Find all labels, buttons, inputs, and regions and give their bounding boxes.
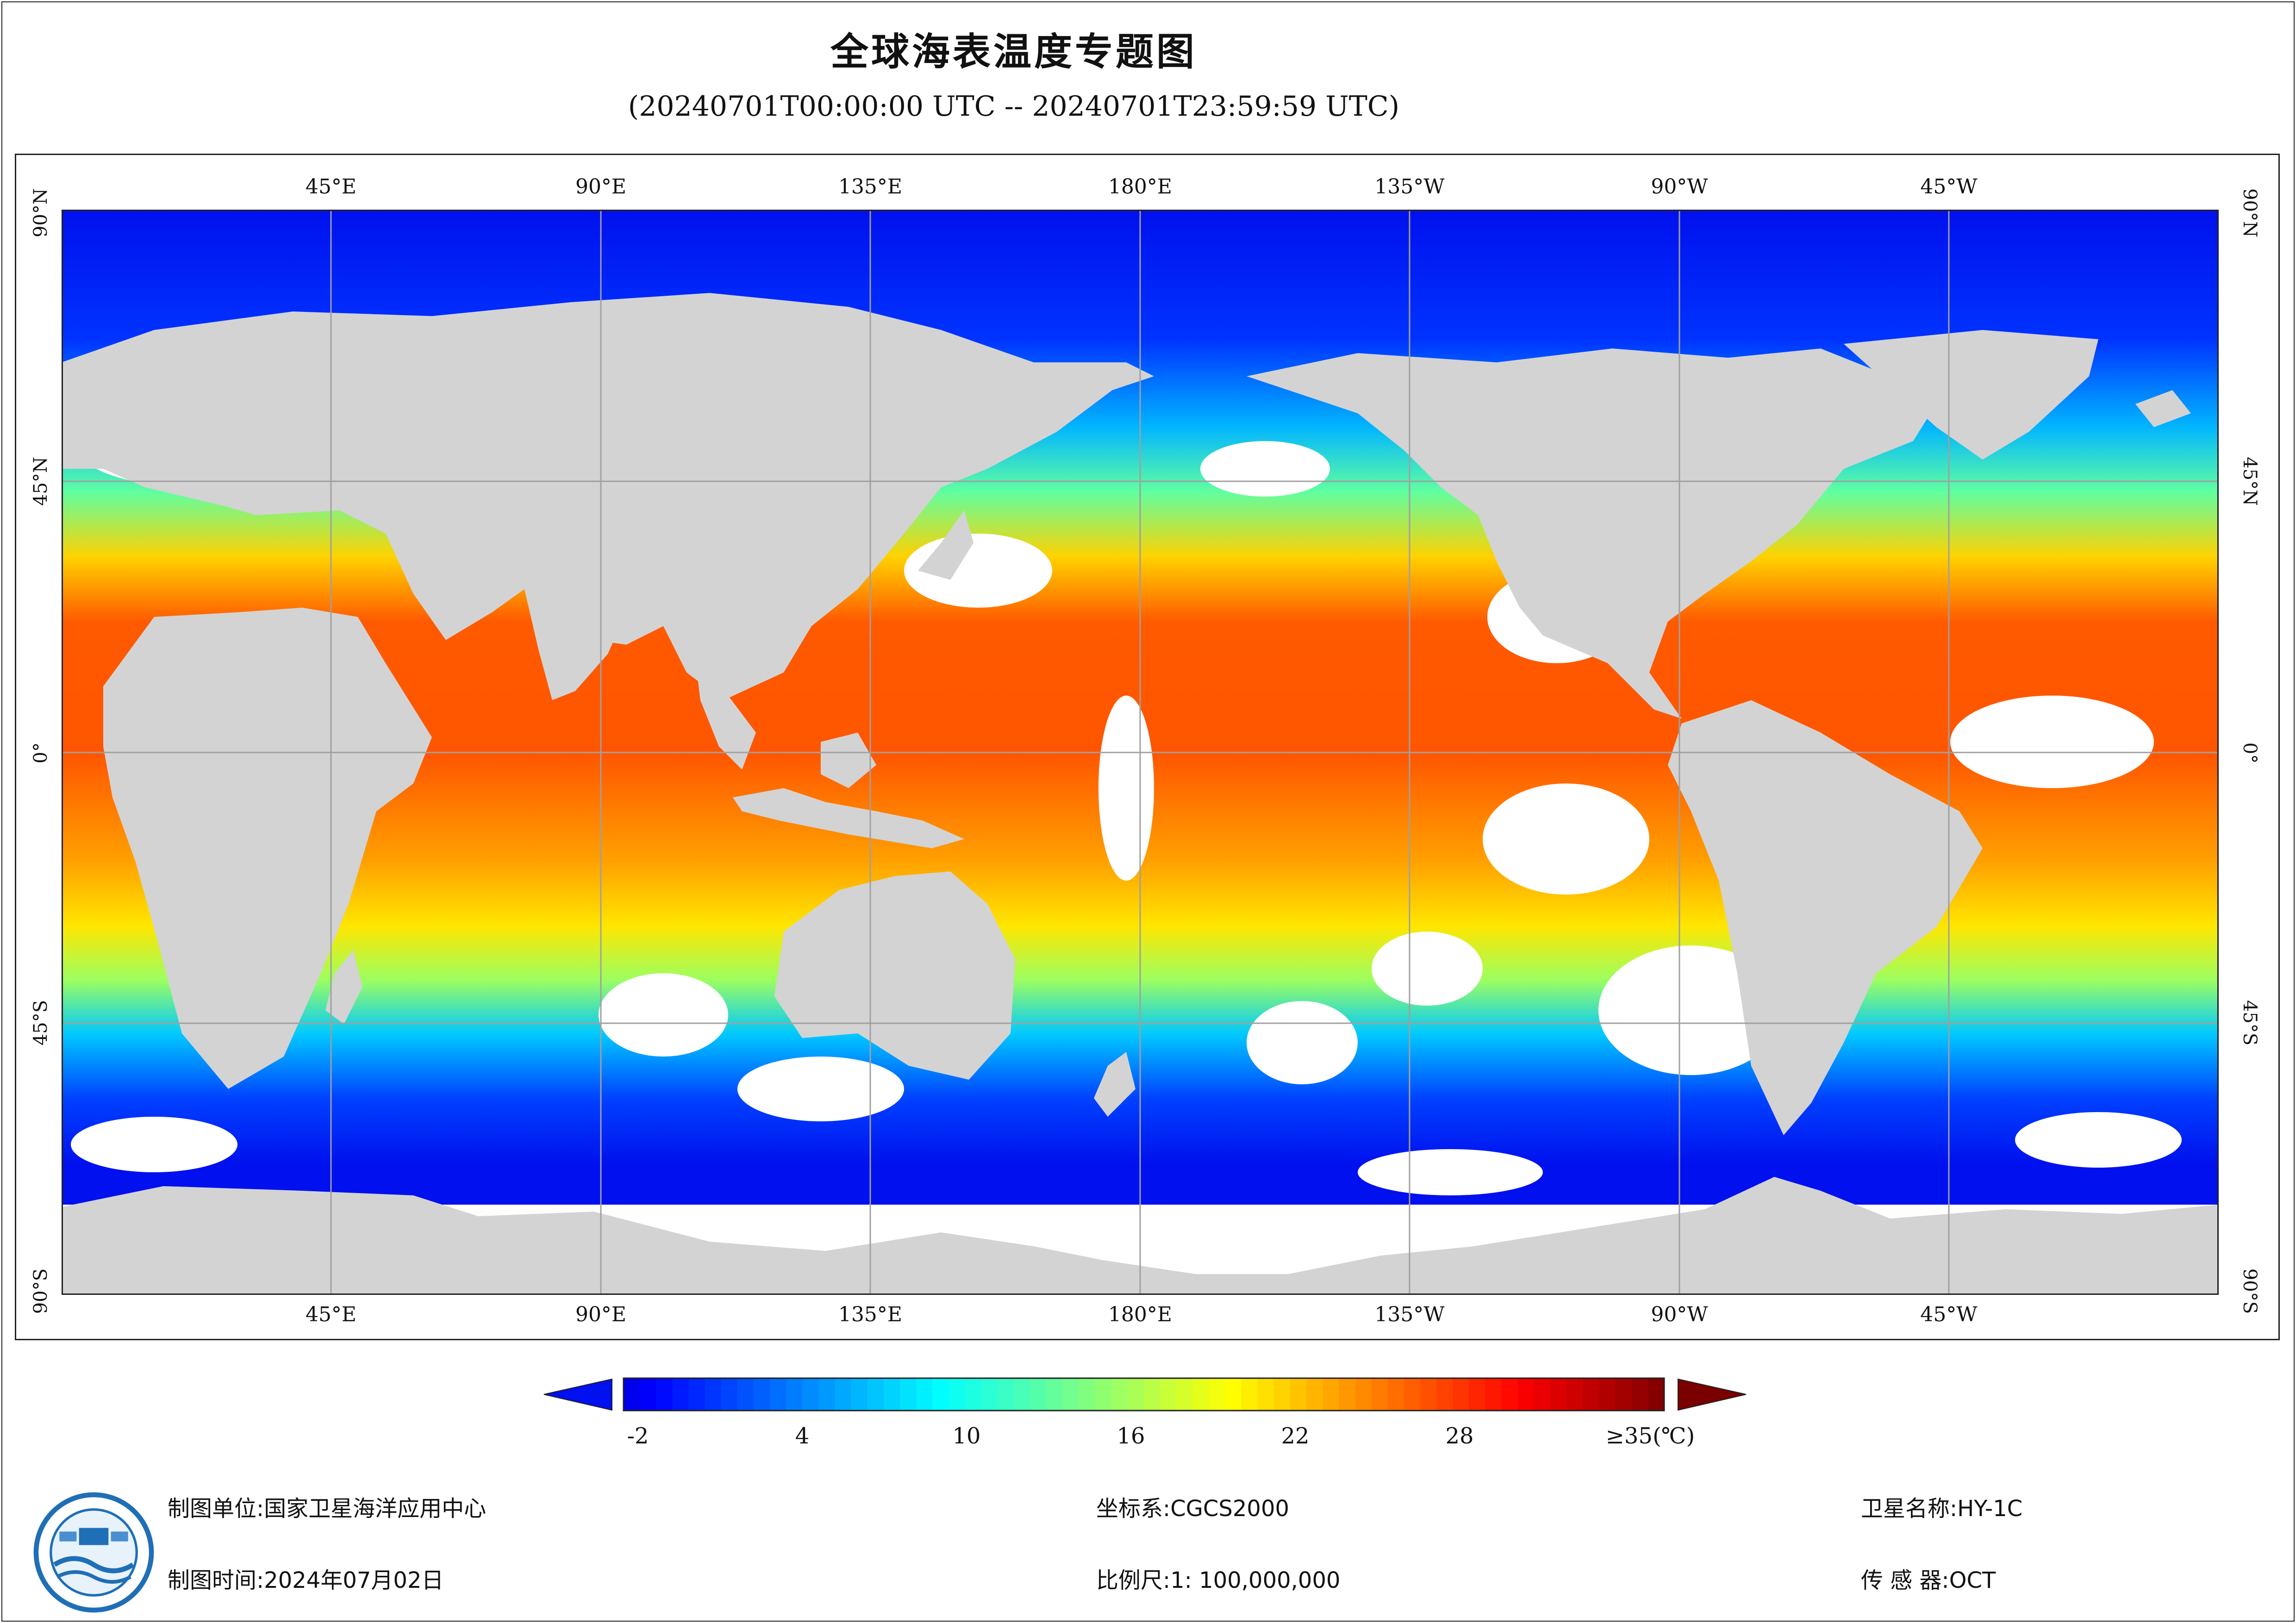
- lon-label-bottom-45e: 45°E: [305, 1303, 357, 1326]
- nsoas-logo-icon: [33, 1492, 154, 1613]
- map-time-range: (20240701T00:00:00 UTC -- 20240701T23:59…: [628, 90, 1400, 123]
- colorbar-tick-label: 16: [1117, 1423, 1145, 1449]
- lat-label-right-45n: 45°N: [2239, 457, 2260, 506]
- lon-label-top-135w: 135°W: [1374, 175, 1445, 199]
- lon-label-top-45e: 45°E: [305, 175, 357, 199]
- lon-label-top-90w: 90°W: [1651, 175, 1708, 199]
- no-data-areas: [71, 367, 2182, 1195]
- land-borneo: [821, 733, 876, 788]
- land-new-zealand: [1094, 1052, 1136, 1117]
- lon-label-bottom-135w: 135°W: [1374, 1303, 1445, 1326]
- land-southeast-asia: [696, 663, 756, 770]
- satellite-name: 卫星名称:HY-1C: [1861, 1496, 2023, 1522]
- sst-map: [62, 210, 2219, 1295]
- map-scale: 比例尺:1: 100,000,000: [1096, 1567, 1341, 1593]
- colorbar-tick-label: -2: [627, 1423, 649, 1449]
- map-neatline: [62, 210, 2219, 1295]
- land-greenland: [1844, 330, 2098, 460]
- lat-label-right-0: 0°: [2239, 742, 2260, 764]
- sensor-name: 传 感 器:OCT: [1861, 1567, 1996, 1593]
- land-indonesia: [733, 788, 964, 848]
- producer-label: 制图单位:国家卫星海洋应用中心: [168, 1496, 487, 1522]
- colorbar-tick-label: 22: [1281, 1423, 1310, 1449]
- graticule: [62, 210, 2219, 1295]
- lon-label-top-45w: 45°W: [1920, 175, 1978, 199]
- lon-label-top-135e: 135°E: [838, 175, 903, 199]
- coordinate-system: 坐标系:CGCS2000: [1096, 1496, 1290, 1522]
- lon-label-bottom-45w: 45°W: [1920, 1303, 1978, 1326]
- colorbar-tick-label: 10: [952, 1423, 981, 1449]
- land-south-america: [1668, 700, 1983, 1135]
- land-uk-iceland: [2135, 390, 2191, 427]
- lon-label-top-180: 180°E: [1108, 175, 1173, 199]
- land-japan: [918, 510, 973, 580]
- lat-label-left-0: 0°: [30, 742, 51, 764]
- lat-label-left-45n: 45°N: [30, 457, 51, 506]
- land-australia: [774, 871, 1015, 1080]
- land-eurasia: [62, 293, 1154, 700]
- lon-label-bottom-135e: 135°E: [838, 1303, 903, 1326]
- lon-label-bottom-180: 180°E: [1108, 1303, 1173, 1326]
- map-title: 全球海表温度专题图: [830, 30, 1197, 74]
- production-time: 制图时间:2024年07月02日: [168, 1567, 444, 1593]
- map-frame: [15, 154, 2280, 1340]
- lat-label-left-90s: 90°S: [30, 1268, 51, 1314]
- colorbar-tick-label: 4: [795, 1423, 810, 1449]
- land-madagascar: [325, 950, 362, 1024]
- lon-label-bottom-90e: 90°E: [575, 1303, 627, 1326]
- lat-label-right-90s: 90°S: [2239, 1268, 2260, 1314]
- land-africa: [103, 608, 432, 1089]
- lat-label-left-90n: 90°N: [30, 188, 51, 237]
- lat-label-right-90n: 90°N: [2239, 188, 2260, 237]
- lat-label-right-45s: 45°S: [2239, 1000, 2260, 1046]
- lon-label-top-90e: 90°E: [575, 175, 627, 199]
- colorbar-tick-label: 28: [1445, 1423, 1474, 1449]
- lon-label-bottom-90w: 90°W: [1651, 1303, 1708, 1326]
- colorbar-tick-label: ≥35(℃): [1605, 1423, 1695, 1449]
- lat-label-left-45s: 45°S: [30, 1000, 51, 1046]
- land-north-america: [1247, 348, 1936, 719]
